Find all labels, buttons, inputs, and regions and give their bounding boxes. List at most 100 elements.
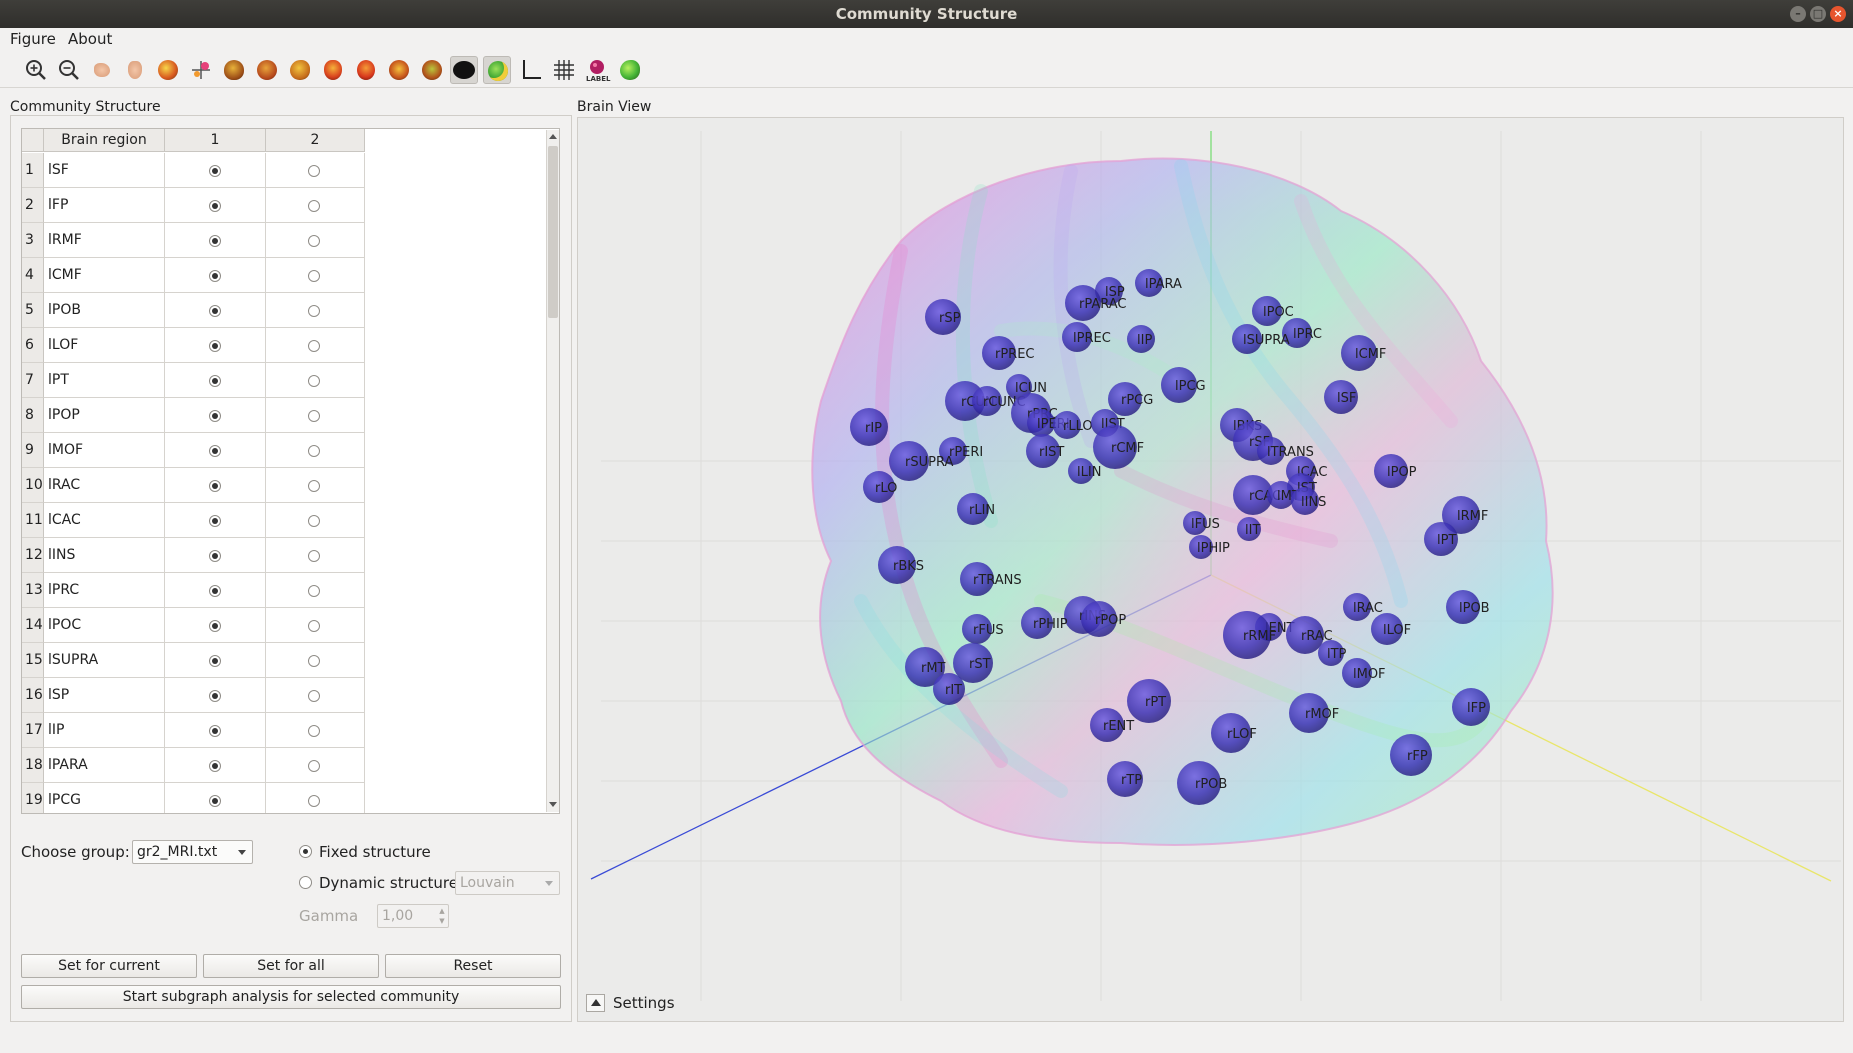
- node-sphere[interactable]: [1161, 367, 1197, 403]
- node-sphere[interactable]: [1223, 611, 1271, 659]
- brain-node[interactable]: rLOF: [1211, 713, 1257, 753]
- community-2-radio[interactable]: [308, 340, 320, 352]
- brain-node[interactable]: lIT: [1237, 517, 1261, 541]
- brain-node[interactable]: rFUS: [962, 614, 1004, 644]
- brain-node[interactable]: lSUPRA: [1232, 324, 1290, 354]
- community-1-radio[interactable]: [209, 620, 221, 632]
- node-sphere[interactable]: [1374, 454, 1408, 488]
- community-2-radio[interactable]: [308, 480, 320, 492]
- node-sphere[interactable]: [1343, 593, 1371, 621]
- node-sphere[interactable]: [1177, 761, 1221, 805]
- community-2-radio[interactable]: [308, 270, 320, 282]
- node-sphere[interactable]: [972, 386, 1002, 416]
- node-sphere[interactable]: [1026, 434, 1060, 468]
- zoom-out-icon[interactable]: [55, 56, 83, 84]
- community-2-radio[interactable]: [308, 200, 320, 212]
- brain-node[interactable]: lPRC: [1282, 318, 1322, 348]
- scroll-down-icon[interactable]: [549, 802, 557, 807]
- brain-node[interactable]: rCMF: [1093, 425, 1144, 469]
- node-sphere[interactable]: [850, 408, 888, 446]
- community-2-radio[interactable]: [308, 235, 320, 247]
- brain-node[interactable]: lPOP: [1374, 454, 1417, 488]
- community-1-radio[interactable]: [209, 480, 221, 492]
- header-community-1[interactable]: 1: [165, 129, 266, 152]
- minimize-icon[interactable]: –: [1790, 6, 1806, 22]
- node-sphere[interactable]: [1006, 374, 1032, 400]
- brain-node[interactable]: rPT: [1127, 679, 1171, 723]
- node-sphere[interactable]: [1135, 269, 1163, 297]
- node-sphere[interactable]: [878, 546, 916, 584]
- set-for-current-button[interactable]: Set for current: [21, 954, 197, 978]
- pan-icon[interactable]: [88, 56, 116, 84]
- community-2-radio[interactable]: [308, 445, 320, 457]
- brain-node[interactable]: lFP: [1452, 688, 1490, 726]
- node-sphere[interactable]: [957, 493, 989, 525]
- community-2-radio[interactable]: [308, 375, 320, 387]
- brain-node[interactable]: rIST: [1026, 434, 1064, 468]
- community-1-radio[interactable]: [209, 515, 221, 527]
- node-sphere[interactable]: [939, 437, 967, 465]
- community-1-radio[interactable]: [209, 340, 221, 352]
- brain-node[interactable]: rSP: [925, 299, 961, 335]
- brain-node[interactable]: lLIN: [1068, 458, 1101, 484]
- node-sphere[interactable]: [889, 441, 929, 481]
- community-2-radio[interactable]: [308, 585, 320, 597]
- node-sphere[interactable]: [1183, 511, 1207, 535]
- node-sphere[interactable]: [1289, 693, 1329, 733]
- brain-node[interactable]: lSP: [1095, 277, 1125, 305]
- node-sphere[interactable]: [1053, 411, 1081, 439]
- brain-node[interactable]: lPARA: [1135, 269, 1182, 297]
- node-sphere[interactable]: [1257, 437, 1285, 465]
- community-1-radio[interactable]: [209, 375, 221, 387]
- brain-node[interactable]: lIP: [1127, 325, 1155, 353]
- brain-bottom-icon[interactable]: [418, 56, 446, 84]
- brain-node[interactable]: rMOF: [1289, 693, 1339, 733]
- brain-node[interactable]: lFUS: [1183, 511, 1220, 535]
- brain-node[interactable]: lPT: [1424, 522, 1458, 556]
- brain-node[interactable]: lCUN: [1006, 374, 1047, 400]
- brain-node[interactable]: rFP: [1390, 734, 1432, 776]
- community-1-radio[interactable]: [209, 760, 221, 772]
- brain-node[interactable]: rSUPRA: [889, 441, 953, 481]
- node-sphere[interactable]: [982, 336, 1016, 370]
- community-2-radio[interactable]: [308, 550, 320, 562]
- node-sphere[interactable]: [1211, 713, 1251, 753]
- brain-node[interactable]: lCMF: [1341, 335, 1386, 371]
- node-sphere[interactable]: [1324, 380, 1358, 414]
- community-2-radio[interactable]: [308, 620, 320, 632]
- hand-icon[interactable]: [121, 56, 149, 84]
- brain-node[interactable]: rRMF: [1223, 611, 1276, 659]
- table-scrollbar[interactable]: [546, 130, 559, 812]
- brain-surface-icon[interactable]: [483, 56, 511, 84]
- node-sphere[interactable]: [863, 471, 895, 503]
- dark-background-icon[interactable]: [450, 56, 478, 84]
- brain-node[interactable]: rBKS: [878, 546, 924, 584]
- community-2-radio[interactable]: [308, 515, 320, 527]
- brain-back-icon[interactable]: [352, 56, 380, 84]
- node-sphere[interactable]: [1090, 708, 1124, 742]
- dynamic-structure-label[interactable]: Dynamic structure: [319, 874, 458, 892]
- node-sphere[interactable]: [1062, 322, 1092, 352]
- fixed-structure-radio[interactable]: [299, 845, 312, 858]
- brain-node[interactable]: lPOC: [1252, 296, 1294, 326]
- community-1-radio[interactable]: [209, 235, 221, 247]
- group-select[interactable]: gr2_MRI.txt: [132, 840, 253, 864]
- spin-down-icon[interactable]: ▼: [439, 917, 445, 925]
- node-sphere[interactable]: [1371, 613, 1403, 645]
- brain-node[interactable]: rPERI: [939, 437, 983, 465]
- node-sphere[interactable]: [1232, 324, 1262, 354]
- brain-node[interactable]: rIT: [933, 673, 965, 705]
- node-sphere[interactable]: [1233, 475, 1273, 515]
- node-sphere[interactable]: [1252, 296, 1282, 326]
- node-sphere[interactable]: [1286, 616, 1324, 654]
- zoom-in-icon[interactable]: [22, 56, 50, 84]
- brain-top-icon[interactable]: [385, 56, 413, 84]
- node-sphere[interactable]: [1442, 496, 1480, 534]
- brain-node[interactable]: rENT: [1090, 708, 1134, 742]
- brain-node[interactable]: lMOF: [1342, 658, 1386, 688]
- brain-node[interactable]: rPREC: [982, 336, 1035, 370]
- node-sphere[interactable]: [1107, 761, 1143, 797]
- community-1-radio[interactable]: [209, 270, 221, 282]
- header-brain-region[interactable]: Brain region: [44, 129, 165, 152]
